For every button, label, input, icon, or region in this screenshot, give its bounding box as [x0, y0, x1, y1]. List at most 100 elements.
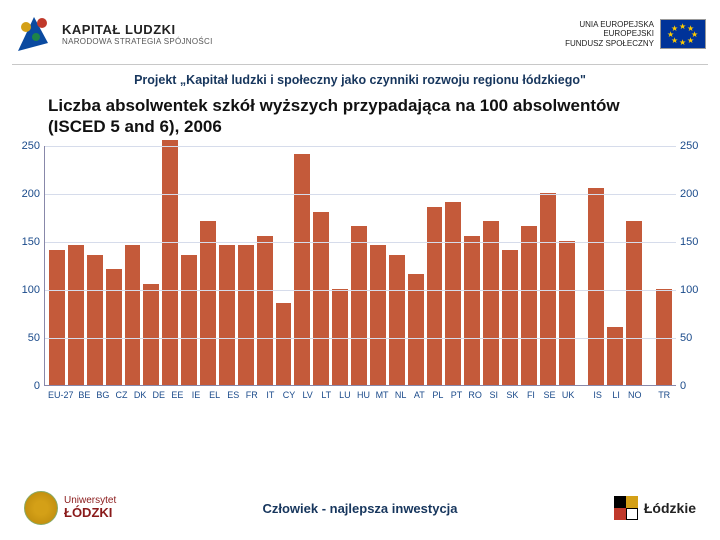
bar-slot: [87, 255, 103, 385]
x-tick-label: CY: [281, 390, 297, 400]
x-tick-label: AT: [411, 390, 427, 400]
header: KAPITAŁ LUDZKI NARODOWA STRATEGIA SPÓJNO…: [0, 0, 720, 64]
x-tick-label: CZ: [114, 390, 130, 400]
y-tick-label: 0: [4, 380, 40, 392]
x-tick-label: EU-27: [48, 390, 74, 400]
x-tick-label: HU: [356, 390, 372, 400]
bar: [219, 245, 235, 384]
y-axis-right: 050100150200250: [680, 146, 716, 386]
bar-slot: [276, 303, 292, 385]
bar: [276, 303, 292, 385]
x-tick-label: MT: [374, 390, 390, 400]
y-tick-label: 150: [680, 236, 716, 248]
bar: [559, 241, 575, 385]
bar: [313, 212, 329, 385]
bar-slot: [408, 274, 424, 384]
x-tick-label: SI: [486, 390, 502, 400]
x-tick-label: LU: [337, 390, 353, 400]
divider: [12, 64, 708, 65]
kl-subtitle: NARODOWA STRATEGIA SPÓJNOŚCI: [62, 37, 213, 46]
lodzkie-logo: Łódzkie: [612, 494, 696, 522]
y-tick-label: 0: [680, 380, 716, 392]
x-tick-label: EL: [207, 390, 223, 400]
y-tick-label: 100: [680, 284, 716, 296]
bar-slot: [294, 154, 310, 384]
group-spacer: [579, 390, 587, 400]
x-tick-label: SE: [542, 390, 558, 400]
bar-slot: [626, 221, 642, 384]
x-tick-label: SK: [505, 390, 521, 400]
x-tick-label: RO: [467, 390, 483, 400]
bar-slot: [162, 140, 178, 385]
bar: [408, 274, 424, 384]
y-tick-label: 150: [4, 236, 40, 248]
group-spacer: [646, 390, 654, 400]
bar: [49, 250, 65, 384]
bar-slot: [238, 245, 254, 384]
y-axis-left: 050100150200250: [4, 146, 40, 386]
gridline: [45, 290, 676, 291]
bar: [370, 245, 386, 384]
project-title: Projekt „Kapitał ludzki i społeczny jako…: [0, 69, 720, 93]
kl-title: KAPITAŁ LUDZKI: [62, 22, 213, 37]
bar: [607, 327, 623, 385]
bar: [502, 250, 518, 384]
eu-line2: EUROPEJSKI: [565, 29, 654, 39]
bar-slot: [313, 212, 329, 385]
bar-slot: [427, 207, 443, 385]
bar: [626, 221, 642, 384]
eu-line1: UNIA EUROPEJSKA: [565, 20, 654, 30]
x-tick-label: LV: [300, 390, 316, 400]
bar-slot: [588, 188, 604, 385]
x-tick-label: NO: [627, 390, 643, 400]
bar-slot: [483, 221, 499, 384]
bar: [181, 255, 197, 385]
bar-slot: [106, 269, 122, 384]
kl-logo-icon: [14, 13, 56, 55]
x-tick-label: UK: [560, 390, 576, 400]
bar-slot: [257, 236, 273, 385]
gridline: [45, 242, 676, 243]
bar-slot: [521, 226, 537, 384]
gridline: [45, 338, 676, 339]
gridline: [45, 146, 676, 147]
bar-slot: [656, 289, 672, 385]
bar-slot: [200, 221, 216, 384]
bar: [521, 226, 537, 384]
bar-slot: [351, 226, 367, 384]
bar-chart: 050100150200250 050100150200250 EU-27BEB…: [0, 146, 720, 426]
bar: [540, 193, 556, 385]
x-tick-label: NL: [393, 390, 409, 400]
x-tick-label: ES: [225, 390, 241, 400]
x-tick-label: IT: [263, 390, 279, 400]
bar: [257, 236, 273, 385]
bar: [588, 188, 604, 385]
bar: [162, 140, 178, 385]
bar: [106, 269, 122, 384]
gridline: [45, 194, 676, 195]
x-axis-labels: EU-27BEBGCZDKDEEEIEELESFRITCYLVLTLUHUMTN…: [44, 390, 676, 400]
x-tick-label: DE: [151, 390, 167, 400]
lodzkie-icon: [612, 494, 640, 522]
bar: [87, 255, 103, 385]
bar-slot: [389, 255, 405, 385]
y-tick-label: 50: [680, 332, 716, 344]
x-tick-label: FI: [523, 390, 539, 400]
eu-flag-icon: [660, 19, 706, 49]
y-tick-label: 250: [680, 140, 716, 152]
y-tick-label: 250: [4, 140, 40, 152]
y-tick-label: 200: [4, 188, 40, 200]
y-tick-label: 50: [4, 332, 40, 344]
bar: [427, 207, 443, 385]
bar: [238, 245, 254, 384]
bar-slot: [559, 241, 575, 385]
x-tick-label: BE: [77, 390, 93, 400]
bar-slot: [502, 250, 518, 384]
bar-slot: [607, 327, 623, 385]
x-tick-label: BG: [95, 390, 111, 400]
bar-slot: [68, 245, 84, 384]
x-tick-label: IS: [590, 390, 606, 400]
y-tick-label: 200: [680, 188, 716, 200]
x-tick-label: LT: [318, 390, 334, 400]
bar-slot: [219, 245, 235, 384]
